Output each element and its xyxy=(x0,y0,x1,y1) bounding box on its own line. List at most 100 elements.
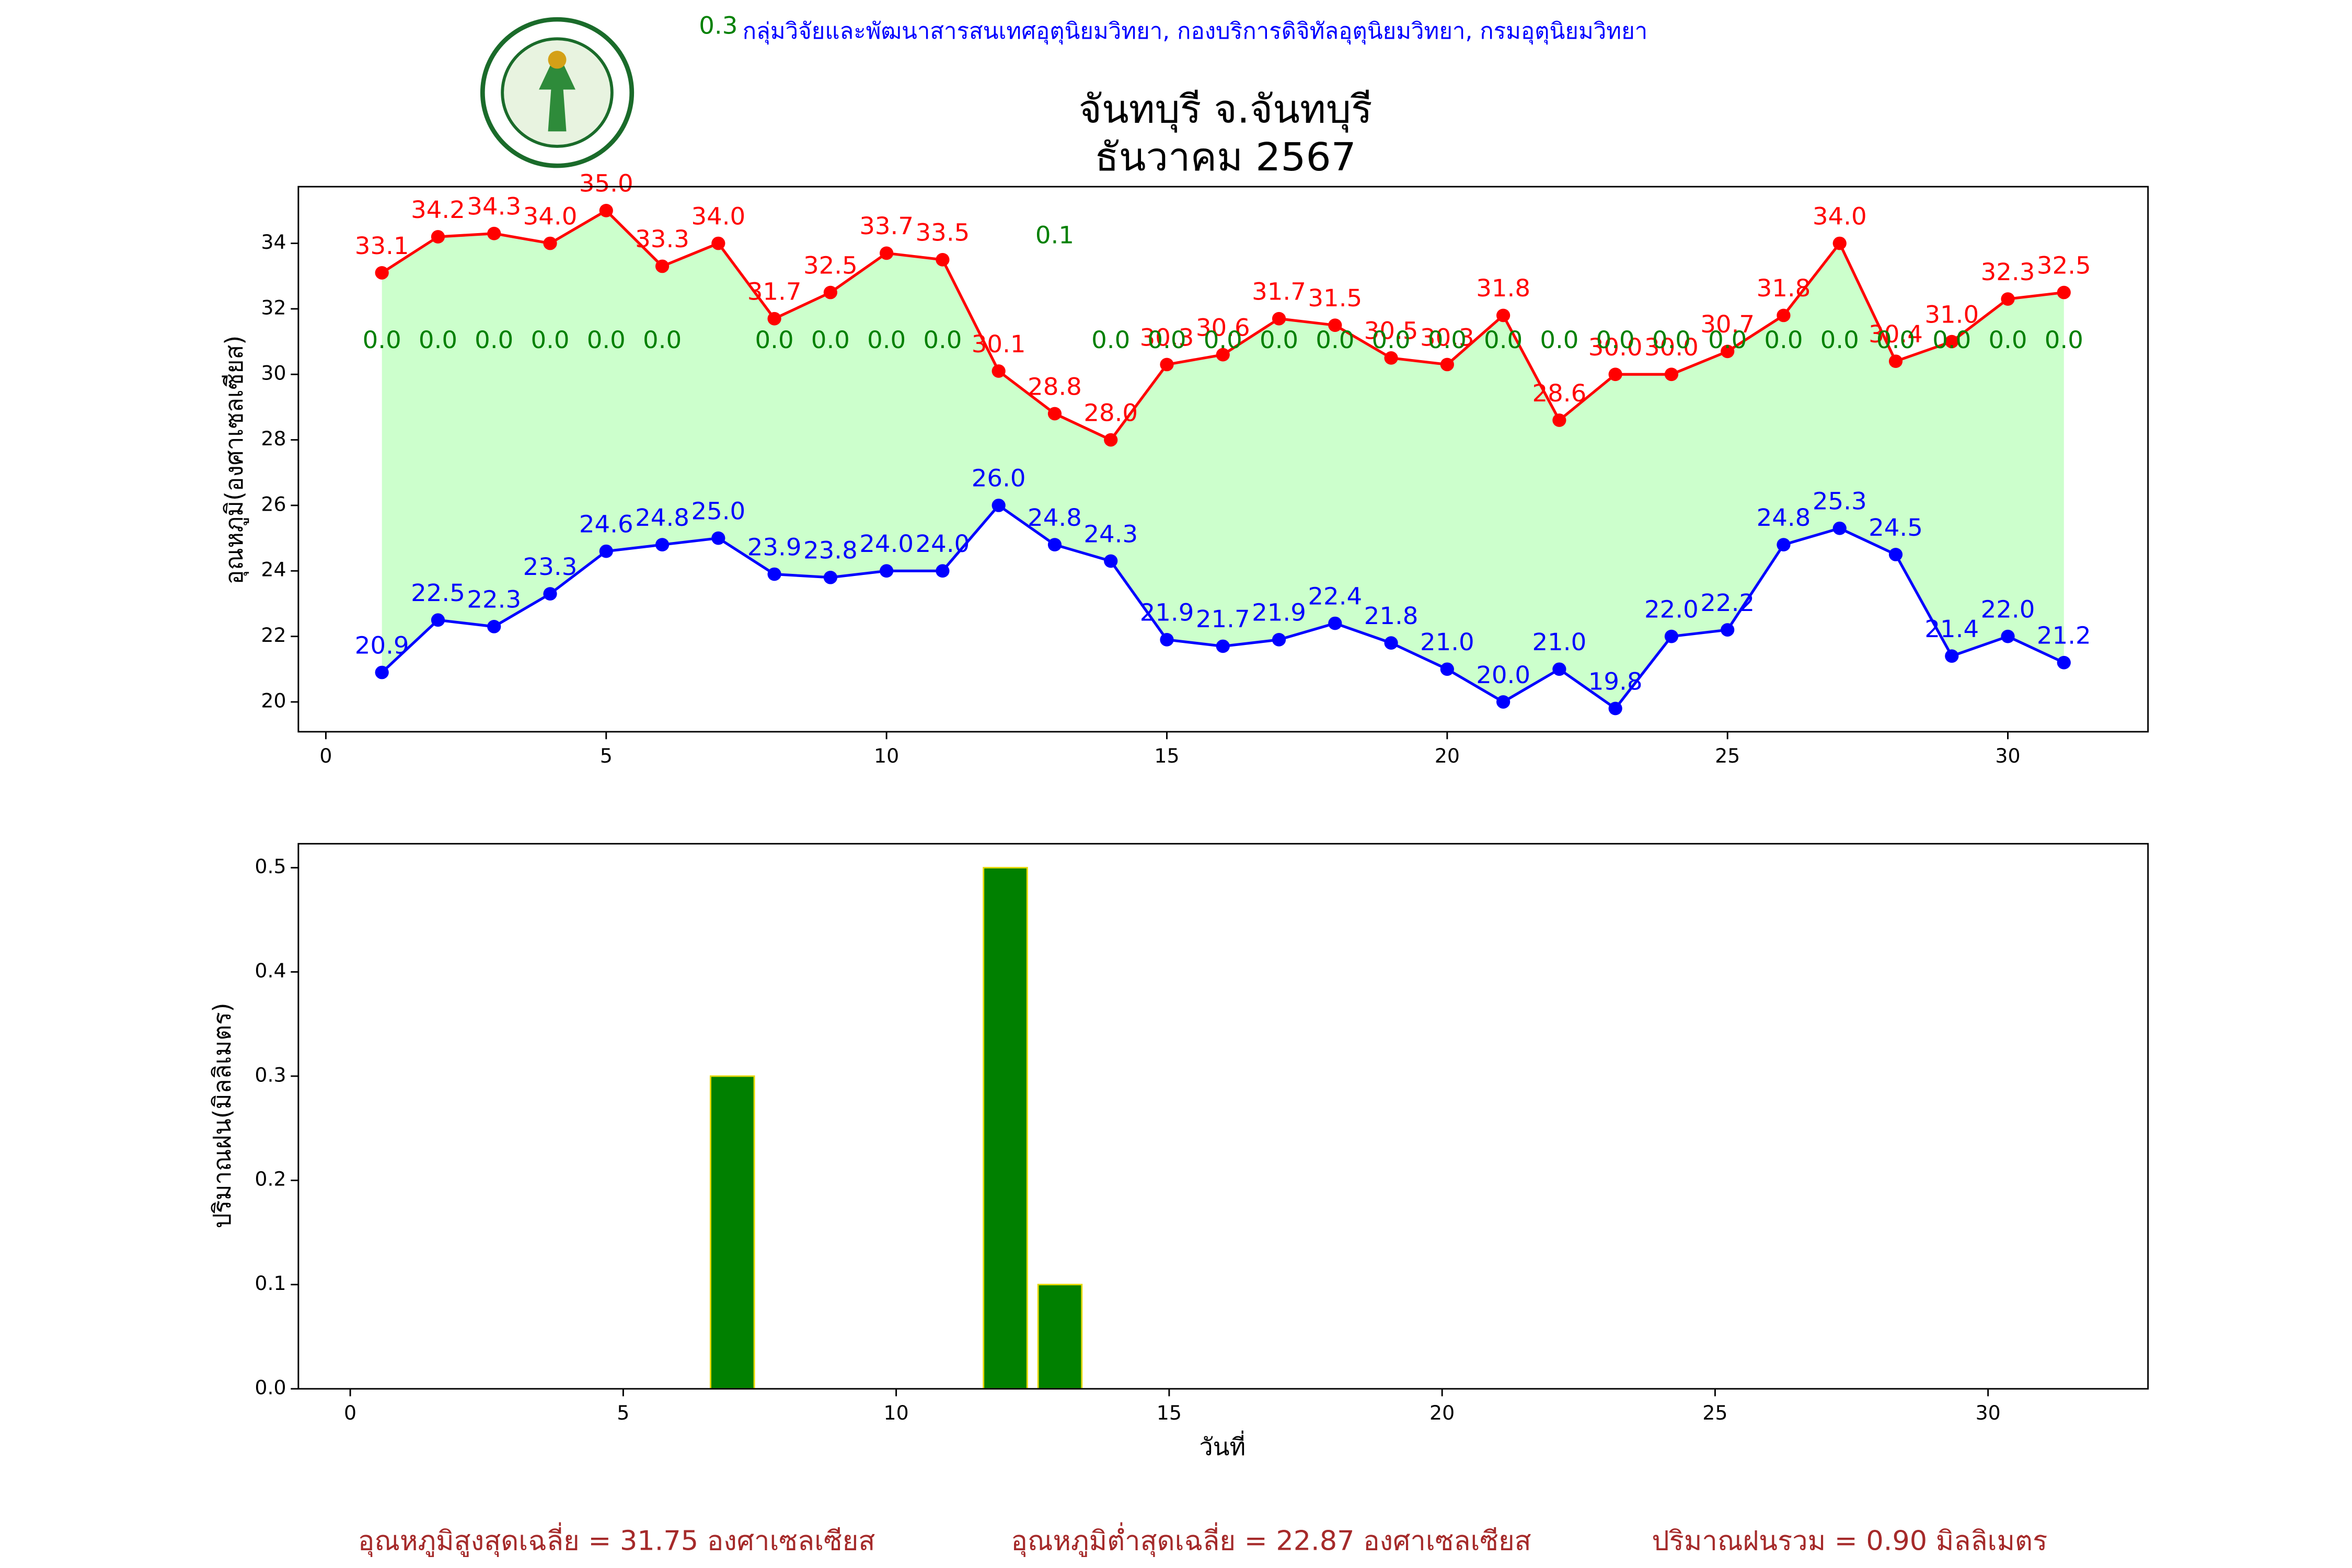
data-label: 24.0 xyxy=(916,530,970,558)
point xyxy=(375,665,389,679)
data-label: 22.2 xyxy=(1700,589,1755,616)
point xyxy=(543,236,557,250)
point xyxy=(880,564,894,578)
data-label: 24.8 xyxy=(1028,503,1082,531)
point xyxy=(1216,348,1230,362)
data-label: 28.0 xyxy=(1083,399,1138,426)
rain-label: 0.0 xyxy=(587,326,626,353)
point xyxy=(599,204,613,217)
data-label: 31.8 xyxy=(1757,274,1811,302)
data-label: 21.2 xyxy=(2037,621,2091,649)
point xyxy=(2057,655,2071,670)
data-label: 26.0 xyxy=(972,464,1026,492)
point xyxy=(1047,407,1062,421)
point xyxy=(1496,308,1511,322)
rain-label: 0.0 xyxy=(1091,326,1130,353)
data-label: 21.7 xyxy=(1196,605,1250,633)
data-label: 30.5 xyxy=(1364,317,1419,344)
rain-label: 0.0 xyxy=(1932,326,1971,353)
point xyxy=(880,246,894,260)
point xyxy=(431,613,445,627)
bar xyxy=(710,1075,755,1390)
x-tick-label: 20 xyxy=(1429,1401,1455,1424)
data-label: 21.8 xyxy=(1364,602,1419,629)
data-label: 28.8 xyxy=(1028,373,1082,400)
data-label: 34.3 xyxy=(467,192,521,220)
point xyxy=(599,544,613,558)
rain-label: 0.0 xyxy=(475,326,513,353)
x-tick-label: 30 xyxy=(1976,1401,2001,1424)
y-tick-label: 0.3 xyxy=(255,1064,286,1087)
bar xyxy=(983,867,1028,1390)
point xyxy=(487,226,501,240)
point xyxy=(936,253,950,267)
rain-label: 0.0 xyxy=(1316,326,1354,353)
data-label: 24.8 xyxy=(635,503,689,531)
rain-label: 0.0 xyxy=(811,326,850,353)
rain-label: 0.0 xyxy=(1204,326,1242,353)
y-tick-label: 0.5 xyxy=(255,855,286,878)
data-label: 30.6 xyxy=(1196,314,1250,341)
rain-label: 0.0 xyxy=(1428,326,1467,353)
point xyxy=(1384,636,1398,650)
point xyxy=(1777,308,1791,322)
y-axis-label: ปริมาณฝน(มิลลิเมตร) xyxy=(207,1002,236,1228)
point xyxy=(1047,538,1062,552)
data-label: 23.8 xyxy=(803,536,858,564)
point xyxy=(823,285,837,299)
data-label: 21.0 xyxy=(1420,628,1474,656)
data-label: 20.9 xyxy=(355,631,409,659)
rain-label: 0.3 xyxy=(699,11,737,39)
data-label: 33.5 xyxy=(916,218,970,246)
point xyxy=(1888,354,1903,368)
y-tick-label: 26 xyxy=(261,493,286,516)
data-label: 24.6 xyxy=(579,510,633,538)
point xyxy=(1777,538,1791,552)
point xyxy=(1608,367,1622,382)
y-tick-label: 28 xyxy=(261,427,286,450)
rain-label: 0.0 xyxy=(1260,326,1298,353)
rain-label: 0.0 xyxy=(923,326,962,353)
point xyxy=(1721,623,1735,637)
point xyxy=(655,538,670,552)
data-label: 22.4 xyxy=(1308,582,1362,610)
data-label: 31.7 xyxy=(1252,278,1306,305)
data-label: 31.0 xyxy=(1924,301,1979,328)
data-label: 35.0 xyxy=(579,169,633,197)
chart-title: ธันวาคม 2567 xyxy=(1094,134,1356,180)
rain-label: 0.0 xyxy=(1764,326,1803,353)
data-label: 22.3 xyxy=(467,585,521,613)
y-tick-label: 0.0 xyxy=(255,1376,286,1399)
point xyxy=(1328,616,1342,630)
x-tick-label: 30 xyxy=(1995,744,2020,767)
data-label: 34.2 xyxy=(411,195,465,223)
y-tick-label: 0.4 xyxy=(255,959,286,982)
point xyxy=(487,619,501,633)
point xyxy=(1104,433,1118,447)
data-label: 31.7 xyxy=(747,278,802,305)
point xyxy=(1440,358,1454,372)
point xyxy=(991,364,1006,378)
x-tick-label: 0 xyxy=(319,744,332,767)
data-label: 23.3 xyxy=(523,552,578,580)
data-label: 21.4 xyxy=(1924,615,1979,642)
footer-stat: อุณหภูมิต่ำสุดเฉลี่ย = 22.87 องศาเซลเซีย… xyxy=(1011,1522,1531,1557)
point xyxy=(543,587,557,601)
point xyxy=(1888,548,1903,561)
point xyxy=(936,564,950,578)
data-label: 20.0 xyxy=(1476,661,1530,688)
y-tick-label: 30 xyxy=(261,362,286,385)
data-label: 24.8 xyxy=(1757,503,1811,531)
data-label: 25.3 xyxy=(1813,487,1867,515)
x-tick-label: 15 xyxy=(1157,1401,1182,1424)
point xyxy=(1496,695,1511,709)
point xyxy=(711,531,725,545)
x-tick-label: 0 xyxy=(344,1401,356,1424)
point xyxy=(1160,358,1174,372)
data-label: 31.8 xyxy=(1476,274,1530,302)
y-tick-label: 0.1 xyxy=(255,1272,286,1295)
y-tick-label: 0.2 xyxy=(255,1168,286,1191)
rain-label: 0.0 xyxy=(1372,326,1411,353)
point xyxy=(1552,662,1566,676)
